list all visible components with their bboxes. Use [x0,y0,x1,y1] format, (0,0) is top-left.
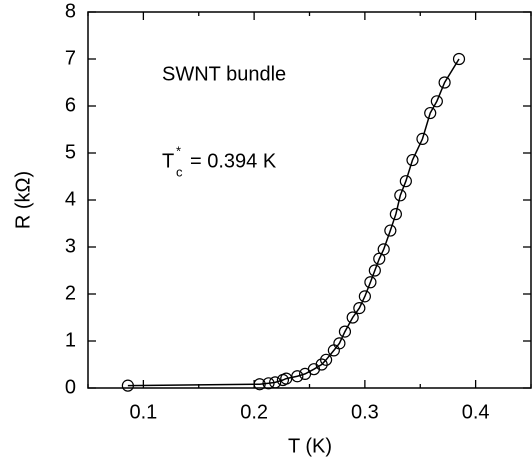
data-point [353,302,366,315]
data-point [315,358,328,371]
tc-symbol: T [162,150,174,172]
data-point [424,106,437,120]
data-point [394,189,407,202]
data-point [269,376,282,389]
y-tick-label: 8 [65,0,76,22]
data-point [364,276,377,289]
data-point [452,52,466,66]
annotation: SWNT bundle [162,63,286,85]
data-point [389,208,402,221]
x-tick-label: 0.2 [240,401,268,423]
data-point [406,153,419,167]
x-tick-label: 0.3 [351,401,379,423]
data-point [377,243,390,256]
y-tick-label: 2 [65,282,76,304]
data-point [384,224,397,237]
data-point [121,379,134,392]
data-point [333,337,346,350]
tc-subscript: c [176,164,183,179]
tc-superscript: * [176,143,181,158]
data-point [416,132,429,145]
data-point [291,370,304,383]
data-point [262,377,275,390]
data-point [320,353,333,366]
y-tick-label: 5 [65,141,76,163]
x-tick-label: 0.4 [462,401,490,423]
data-point [438,76,451,89]
tc-text: = 0.394 K [190,150,277,172]
y-tick-label: 3 [65,235,76,257]
fit-line [127,58,460,387]
data-point [253,378,266,391]
y-axis-label: R (kΩ) [12,171,34,229]
data-point [346,311,359,324]
y-tick-label: 6 [65,94,76,116]
data-point [430,95,443,108]
y-tick-label: 1 [65,329,76,351]
data-point [399,175,412,188]
x-tick-label: 0.1 [129,401,157,423]
y-tick-label: 4 [65,188,76,210]
data-point [358,290,371,303]
plot-frame [87,11,532,389]
y-tick-label: 0 [65,376,76,398]
x-axis-label: T (K) [288,435,332,457]
data-point [338,325,352,338]
data-point [368,264,381,277]
y-tick-label: 7 [65,47,76,69]
